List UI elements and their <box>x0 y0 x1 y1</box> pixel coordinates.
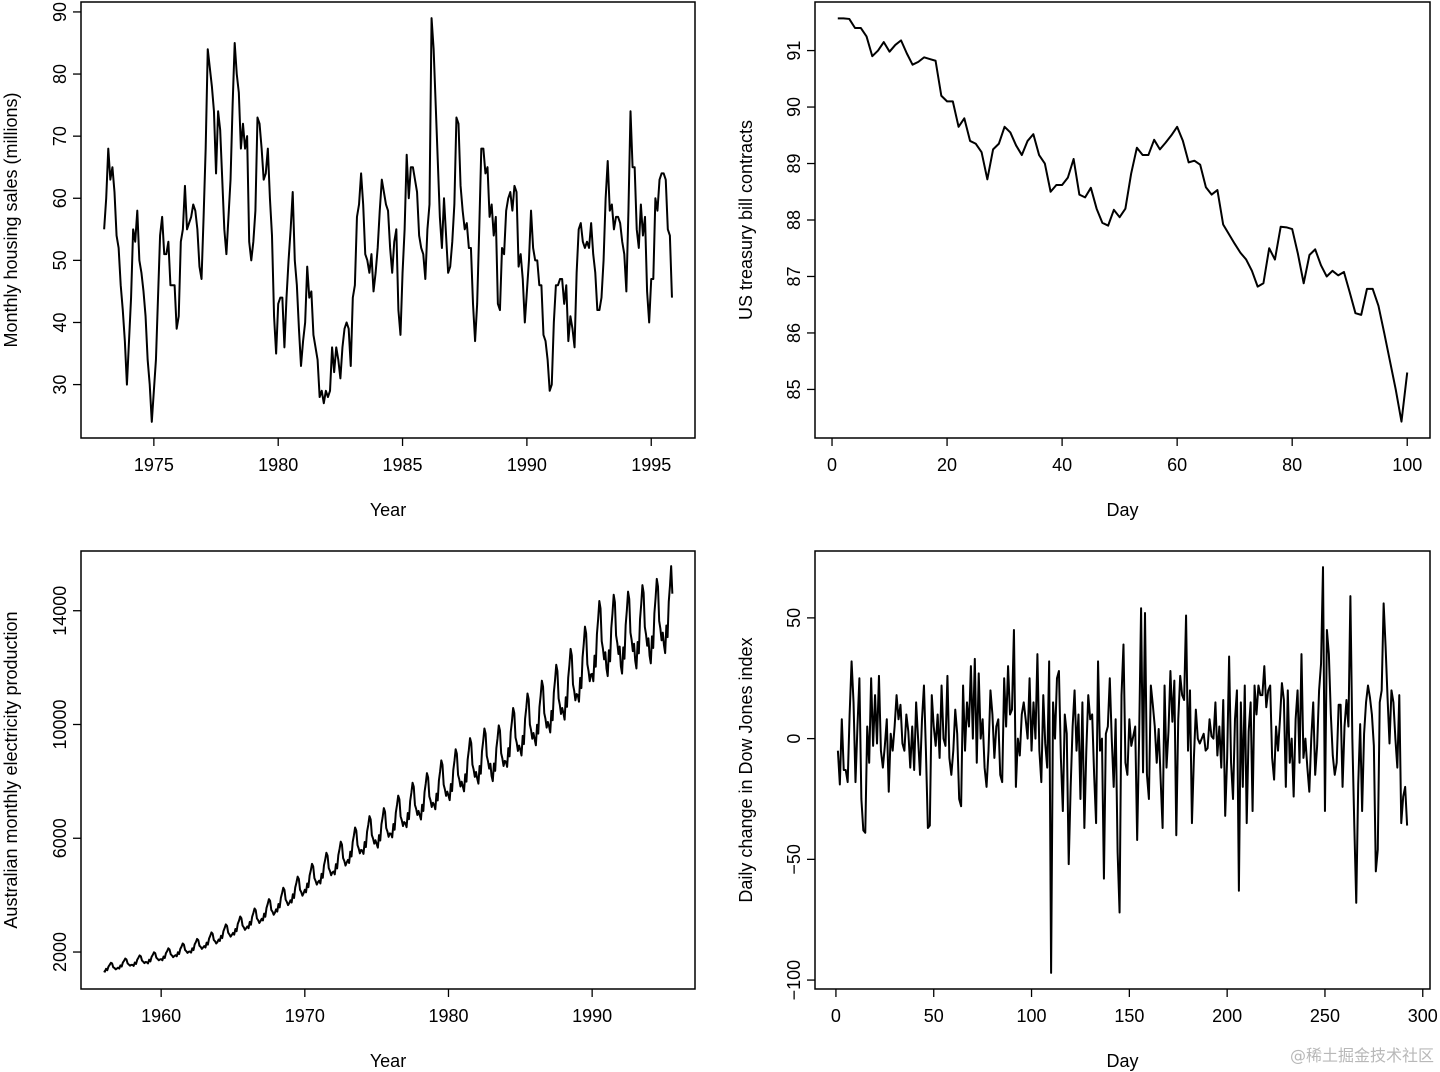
x-axis-label: Day <box>1106 1051 1138 1071</box>
x-tick-label: 1985 <box>383 455 423 475</box>
x-tick-label: 1975 <box>134 455 174 475</box>
y-tick-label: −50 <box>784 844 804 875</box>
y-axis-label: Australian monthly electricity productio… <box>1 611 21 928</box>
x-tick-label: 1990 <box>572 1006 612 1026</box>
y-tick-label: 6000 <box>50 818 70 858</box>
y-tick-label: 50 <box>50 250 70 270</box>
y-tick-label: 85 <box>784 379 804 399</box>
y-tick-label: 87 <box>784 266 804 286</box>
y-tick-label: −100 <box>784 960 804 1001</box>
x-axis-label: Year <box>370 1051 406 1071</box>
x-tick-label: 50 <box>924 1006 944 1026</box>
x-tick-label: 80 <box>1282 455 1302 475</box>
series-line <box>103 17 673 423</box>
x-tick-label: 60 <box>1167 455 1187 475</box>
panel-1: 1975 1980 1985 1990 1995 30 40 50 60 70 80 90 Year Mo… <box>1 1 696 520</box>
y-tick-label: 88 <box>784 210 804 230</box>
x-tick-label: 100 <box>1392 455 1422 475</box>
x-tick-label: 300 <box>1408 1006 1438 1026</box>
y-tick-label: 60 <box>50 188 70 208</box>
plot-frame <box>814 1 1431 439</box>
x-tick-label: 1980 <box>258 455 298 475</box>
x-tick-label: 40 <box>1052 455 1072 475</box>
y-tick-label: 89 <box>784 154 804 174</box>
y-tick-label: 30 <box>50 375 70 395</box>
x-tick-label: 1980 <box>428 1006 468 1026</box>
y-tick-label: 80 <box>50 64 70 84</box>
y-tick-label: 2000 <box>50 932 70 972</box>
series-line <box>837 17 1409 423</box>
plot-frame <box>814 550 1431 990</box>
x-tick-label: 1990 <box>507 455 547 475</box>
x-tick-label: 250 <box>1310 1006 1340 1026</box>
plot-frame <box>80 550 696 990</box>
x-tick-label: 0 <box>831 1006 841 1026</box>
y-tick-label: 90 <box>784 97 804 117</box>
x-axis-label: Day <box>1106 500 1138 520</box>
y-tick-label: 10000 <box>50 699 70 749</box>
x-tick-label: 20 <box>937 455 957 475</box>
y-tick-label: 14000 <box>50 586 70 636</box>
panel-3: 1960 1970 1980 1990 2000 6000 10000 14000 Year Au… <box>1 550 696 1071</box>
x-tick-label: 200 <box>1212 1006 1242 1026</box>
y-axis-label: Daily change in Dow Jones index <box>736 637 756 902</box>
x-tick-label: 100 <box>1017 1006 1047 1026</box>
panel-2: 0 20 40 60 80 100 85 86 87 88 89 90 91 Day US treasury… <box>736 1 1431 520</box>
x-tick-label: 0 <box>827 455 837 475</box>
y-axis-label: US treasury bill contracts <box>736 120 756 320</box>
x-tick-label: 1970 <box>285 1006 325 1026</box>
y-tick-label: 70 <box>50 126 70 146</box>
y-tick-label: 40 <box>50 312 70 332</box>
watermark: @稀土掘金技术社区 <box>1289 1046 1434 1065</box>
x-tick-label: 1995 <box>631 455 671 475</box>
x-tick-label: 1960 <box>141 1006 181 1026</box>
plot-frame <box>80 1 696 439</box>
series-line <box>103 565 674 973</box>
y-tick-label: 50 <box>784 608 804 628</box>
x-tick-label: 150 <box>1114 1006 1144 1026</box>
series-line <box>836 566 1409 974</box>
y-tick-label: 0 <box>784 734 804 744</box>
y-tick-label: 91 <box>784 41 804 61</box>
y-axis-label: Monthly housing sales (millions) <box>1 92 21 347</box>
y-tick-label: 90 <box>50 2 70 22</box>
panel-4: 0 50 100 150 200 250 300 −100 −50 0 50 Day Daily cha… <box>736 550 1438 1071</box>
x-axis-label: Year <box>370 500 406 520</box>
y-tick-label: 86 <box>784 323 804 343</box>
